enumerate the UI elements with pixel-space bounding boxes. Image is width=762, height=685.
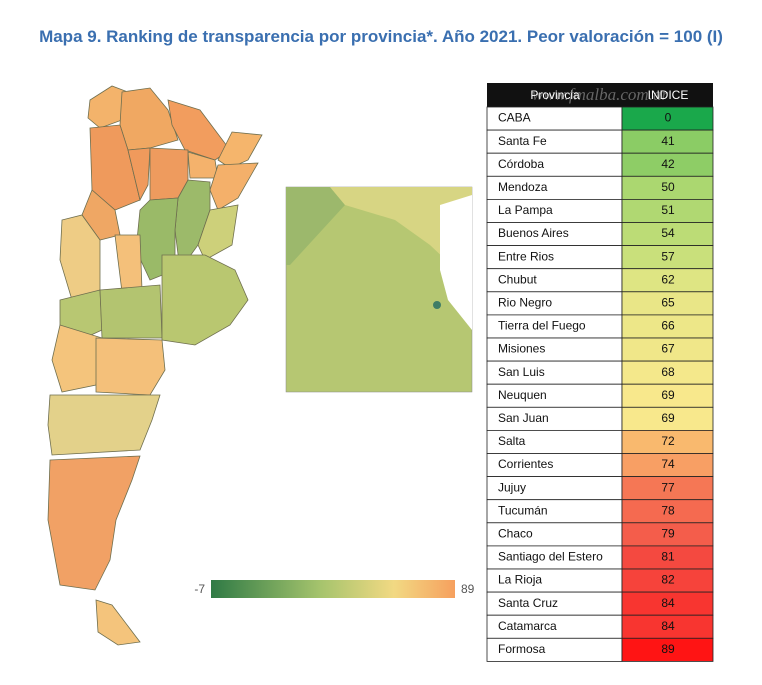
province-name: Buenos Aires bbox=[498, 226, 569, 240]
province-name: Santa Cruz bbox=[498, 596, 558, 610]
province-name: Santiago del Estero bbox=[498, 550, 603, 564]
provinces bbox=[47, 85, 263, 646]
province-name: La Pampa bbox=[498, 203, 553, 217]
index-value: 65 bbox=[661, 296, 675, 310]
province-name: Mendoza bbox=[498, 180, 548, 194]
province-name: Salta bbox=[498, 434, 526, 448]
province-name: Santa Fe bbox=[498, 134, 547, 148]
province-name: Tierra del Fuego bbox=[498, 319, 586, 333]
column-header: Provincia bbox=[530, 88, 580, 102]
legend-max: 89 bbox=[461, 582, 475, 596]
index-value: 84 bbox=[661, 619, 675, 633]
province-name: Tucumán bbox=[498, 503, 548, 517]
index-value: 57 bbox=[661, 249, 675, 263]
province-name: Rio Negro bbox=[498, 296, 552, 310]
province-name: Jujuy bbox=[498, 480, 526, 494]
province-name: Misiones bbox=[498, 342, 545, 356]
title: Mapa 9. Ranking de transparencia por pro… bbox=[39, 27, 723, 46]
index-value: 51 bbox=[661, 203, 675, 217]
index-value: 77 bbox=[661, 480, 675, 494]
index-value: 89 bbox=[661, 642, 675, 656]
index-value: 82 bbox=[661, 573, 675, 587]
index-value: 74 bbox=[661, 457, 675, 471]
legend-min: -7 bbox=[194, 582, 205, 596]
index-value: 69 bbox=[661, 411, 675, 425]
index-cell bbox=[621, 637, 714, 662]
index-value: 50 bbox=[661, 180, 675, 194]
index-value: 42 bbox=[661, 157, 675, 171]
table: www.fmalba.com.ar Provincia INDICE CABA 0… bbox=[486, 83, 714, 662]
inset bbox=[285, 186, 473, 393]
province-name: Catamarca bbox=[498, 619, 557, 633]
index-value: 72 bbox=[661, 434, 675, 448]
index-value: 66 bbox=[661, 319, 675, 333]
index-value: 84 bbox=[661, 596, 675, 610]
province-name: Formosa bbox=[498, 642, 546, 656]
index-value: 68 bbox=[661, 365, 675, 379]
index-value: 79 bbox=[661, 527, 675, 541]
index-value: 67 bbox=[661, 342, 675, 356]
column-header: INDICE bbox=[648, 88, 689, 102]
province-name: La Rioja bbox=[498, 573, 542, 587]
province-name: Entre Rios bbox=[498, 249, 554, 263]
index-value: 0 bbox=[665, 111, 672, 125]
watermark: www.fmalba.com.ar bbox=[532, 85, 669, 104]
province-name: Córdoba bbox=[498, 157, 544, 171]
index-value: 62 bbox=[661, 272, 675, 286]
province-name: CABA bbox=[498, 111, 531, 125]
province-name: San Luis bbox=[498, 365, 545, 379]
province-name: Chubut bbox=[498, 272, 537, 286]
province-name: Corrientes bbox=[498, 457, 553, 471]
index-value: 41 bbox=[661, 134, 675, 148]
index-value: 69 bbox=[661, 388, 675, 402]
index-value: 81 bbox=[661, 550, 675, 564]
province-name: San Juan bbox=[498, 411, 549, 425]
index-value: 54 bbox=[661, 226, 675, 240]
province-name: Neuquen bbox=[498, 388, 547, 402]
province-name: Chaco bbox=[498, 527, 533, 541]
table-header bbox=[487, 83, 713, 107]
index-value: 78 bbox=[661, 503, 675, 517]
legend-bar bbox=[211, 580, 455, 598]
